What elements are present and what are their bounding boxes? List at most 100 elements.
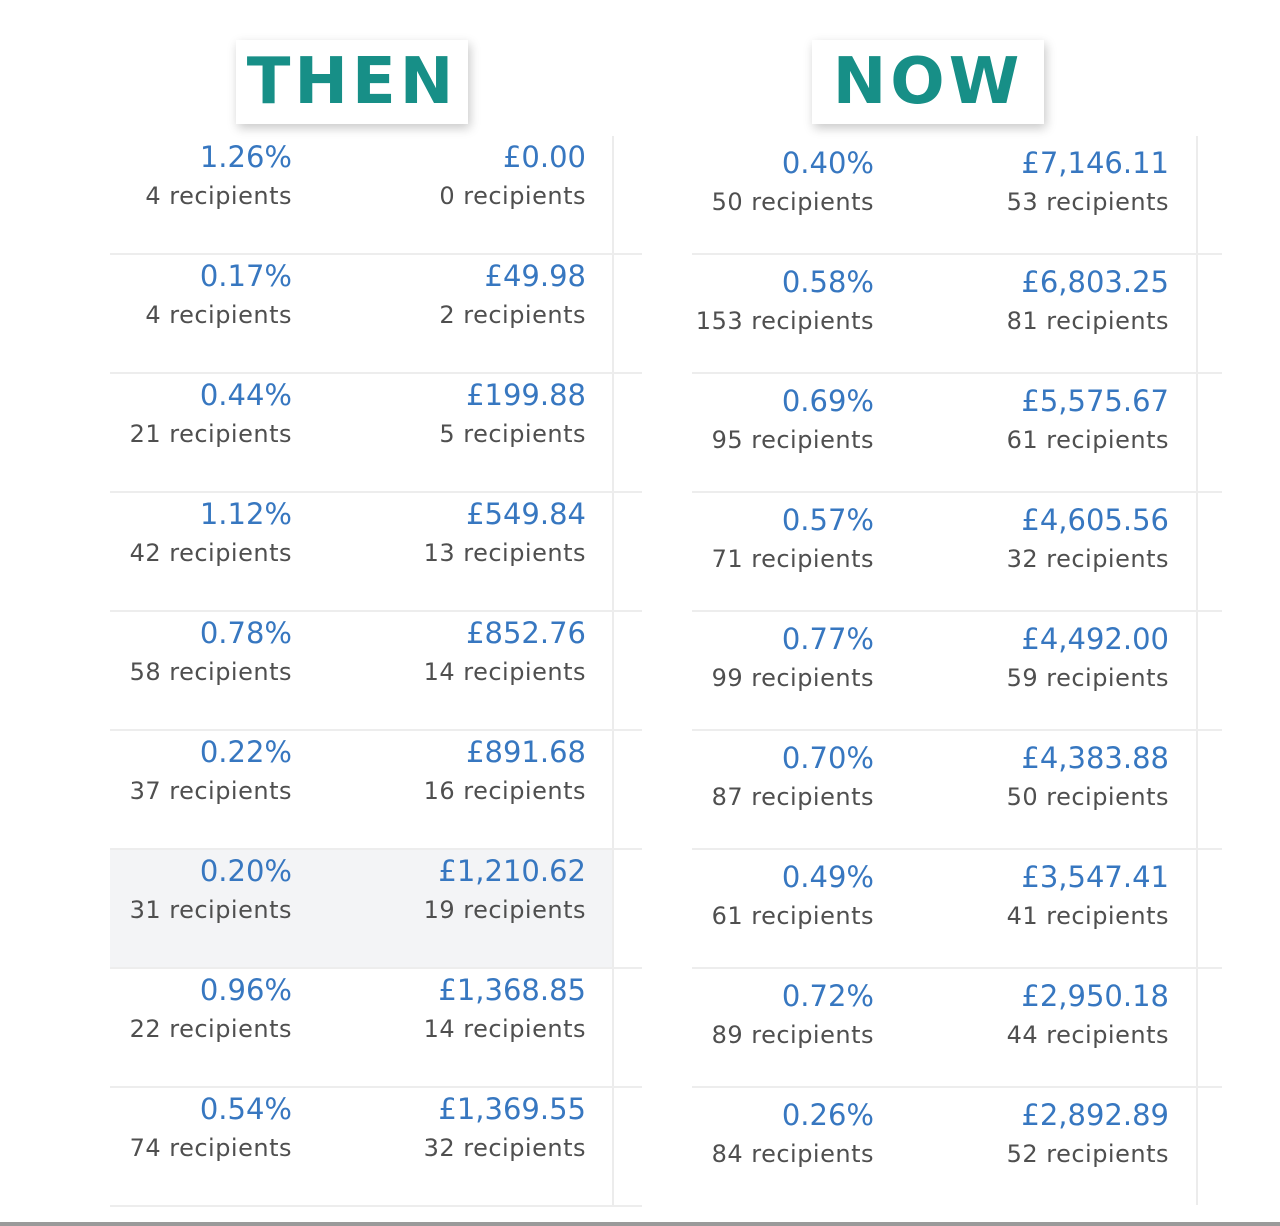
table-row[interactable]: 0.72% 89 recipients £2,950.18 44 recipients xyxy=(692,969,1222,1088)
column-divider xyxy=(612,136,614,1207)
table-row[interactable]: 0.57% 71 recipients £4,605.56 32 recipients xyxy=(692,493,1222,612)
rate-cell: 0.78% 58 recipients xyxy=(130,616,292,687)
rate-link[interactable]: 0.58% xyxy=(781,265,874,299)
rate-link[interactable]: 0.49% xyxy=(781,860,874,894)
then-label-text: THEN xyxy=(246,45,458,119)
revenue-link[interactable]: £49.98 xyxy=(484,259,586,293)
revenue-link[interactable]: £3,547.41 xyxy=(1021,860,1169,894)
rate-cell: 0.44% 21 recipients xyxy=(130,378,292,449)
rate-recipients: 89 recipients xyxy=(711,1021,874,1049)
revenue-cell: £891.68 16 recipients xyxy=(424,735,586,806)
rate-link[interactable]: 0.78% xyxy=(199,616,292,650)
rate-link[interactable]: 0.17% xyxy=(199,259,292,293)
rate-link[interactable]: 1.12% xyxy=(199,497,292,531)
revenue-link[interactable]: £1,369.55 xyxy=(438,1092,586,1126)
revenue-cell: £1,368.85 14 recipients xyxy=(424,973,586,1044)
table-row[interactable]: 1.26% 4 recipients £0.00 0 recipients xyxy=(110,136,642,255)
revenue-cell: £4,492.00 59 recipients xyxy=(1007,622,1169,693)
column-divider xyxy=(1196,136,1198,1205)
table-row[interactable]: 0.44% 21 recipients £199.88 5 recipients xyxy=(110,374,642,493)
rate-link[interactable]: 0.69% xyxy=(781,384,874,418)
revenue-cell: £4,383.88 50 recipients xyxy=(1007,741,1169,812)
revenue-recipients: 32 recipients xyxy=(1006,545,1169,573)
rate-recipients: 50 recipients xyxy=(711,188,874,216)
revenue-recipients: 19 recipients xyxy=(423,896,586,924)
rate-link[interactable]: 0.26% xyxy=(781,1098,874,1132)
rate-cell: 0.72% 89 recipients xyxy=(712,979,874,1050)
rate-link[interactable]: 0.40% xyxy=(781,146,874,180)
revenue-cell: £5,575.67 61 recipients xyxy=(1007,384,1169,455)
revenue-link[interactable]: £2,892.89 xyxy=(1021,1098,1169,1132)
revenue-link[interactable]: £4,605.56 xyxy=(1021,503,1169,537)
rate-link[interactable]: 0.96% xyxy=(199,973,292,1007)
revenue-recipients: 5 recipients xyxy=(439,420,586,448)
rate-recipients: 84 recipients xyxy=(711,1140,874,1168)
rate-link[interactable]: 1.26% xyxy=(199,140,292,174)
rate-link[interactable]: 0.20% xyxy=(199,854,292,888)
revenue-cell: £2,950.18 44 recipients xyxy=(1007,979,1169,1050)
rate-link[interactable]: 0.44% xyxy=(199,378,292,412)
rate-cell: 0.57% 71 recipients xyxy=(712,503,874,574)
revenue-link[interactable]: £0.00 xyxy=(502,140,586,174)
rate-link[interactable]: 0.54% xyxy=(199,1092,292,1126)
table-row[interactable]: 0.70% 87 recipients £4,383.88 50 recipients xyxy=(692,731,1222,850)
table-row[interactable]: 0.78% 58 recipients £852.76 14 recipients xyxy=(110,612,642,731)
revenue-recipients: 50 recipients xyxy=(1006,783,1169,811)
revenue-link[interactable]: £5,575.67 xyxy=(1021,384,1169,418)
table-row[interactable]: 0.96% 22 recipients £1,368.85 14 recipients xyxy=(110,969,642,1088)
revenue-cell: £0.00 0 recipients xyxy=(439,140,586,211)
table-row[interactable]: 0.49% 61 recipients £3,547.41 41 recipients xyxy=(692,850,1222,969)
revenue-recipients: 2 recipients xyxy=(439,301,586,329)
table-row[interactable]: 0.54% 74 recipients £1,369.55 32 recipients xyxy=(110,1088,642,1207)
rate-cell: 0.70% 87 recipients xyxy=(712,741,874,812)
rate-recipients: 153 recipients xyxy=(695,307,874,335)
now-label: NOW xyxy=(812,40,1044,124)
revenue-cell: £1,369.55 32 recipients xyxy=(424,1092,586,1163)
rate-cell: 0.49% 61 recipients xyxy=(712,860,874,931)
rate-recipients: 4 recipients xyxy=(145,301,292,329)
revenue-link[interactable]: £1,368.85 xyxy=(438,973,586,1007)
revenue-link[interactable]: £4,492.00 xyxy=(1021,622,1169,656)
revenue-link[interactable]: £549.84 xyxy=(466,497,586,531)
table-row[interactable]: 0.26% 84 recipients £2,892.89 52 recipients xyxy=(692,1088,1222,1205)
rate-link[interactable]: 0.72% xyxy=(781,979,874,1013)
rate-cell: 1.26% 4 recipients xyxy=(145,140,292,211)
revenue-recipients: 14 recipients xyxy=(423,658,586,686)
revenue-cell: £6,803.25 81 recipients xyxy=(1007,265,1169,336)
revenue-link[interactable]: £7,146.11 xyxy=(1021,146,1169,180)
table-row[interactable]: 0.20% 31 recipients £1,210.62 19 recipients xyxy=(110,850,642,969)
revenue-recipients: 16 recipients xyxy=(423,777,586,805)
revenue-cell: £549.84 13 recipients xyxy=(424,497,586,568)
rate-link[interactable]: 0.77% xyxy=(781,622,874,656)
rate-link[interactable]: 0.22% xyxy=(199,735,292,769)
table-row[interactable]: 0.58% 153 recipients £6,803.25 81 recipient… xyxy=(692,255,1222,374)
rate-cell: 0.69% 95 recipients xyxy=(712,384,874,455)
rate-link[interactable]: 0.70% xyxy=(781,741,874,775)
rate-cell: 0.26% 84 recipients xyxy=(712,1098,874,1169)
bottom-edge xyxy=(0,1222,1280,1226)
revenue-recipients: 41 recipients xyxy=(1006,902,1169,930)
rate-recipients: 87 recipients xyxy=(711,783,874,811)
table-row[interactable]: 0.22% 37 recipients £891.68 16 recipients xyxy=(110,731,642,850)
revenue-link[interactable]: £6,803.25 xyxy=(1021,265,1169,299)
table-row[interactable]: 0.77% 99 recipients £4,492.00 59 recipients xyxy=(692,612,1222,731)
table-row[interactable]: 0.69% 95 recipients £5,575.67 61 recipients xyxy=(692,374,1222,493)
revenue-cell: £49.98 2 recipients xyxy=(439,259,586,330)
table-row[interactable]: 1.12% 42 recipients £549.84 13 recipients xyxy=(110,493,642,612)
rate-cell: 0.58% 153 recipients xyxy=(696,265,874,336)
revenue-link[interactable]: £4,383.88 xyxy=(1021,741,1169,775)
revenue-link[interactable]: £891.68 xyxy=(466,735,586,769)
revenue-link[interactable]: £1,210.62 xyxy=(438,854,586,888)
rate-recipients: 4 recipients xyxy=(145,182,292,210)
revenue-link[interactable]: £852.76 xyxy=(466,616,586,650)
revenue-link[interactable]: £2,950.18 xyxy=(1021,979,1169,1013)
table-row[interactable]: 0.40% 50 recipients £7,146.11 53 recipients xyxy=(692,136,1222,255)
rate-recipients: 61 recipients xyxy=(711,902,874,930)
revenue-cell: £3,547.41 41 recipients xyxy=(1007,860,1169,931)
revenue-recipients: 0 recipients xyxy=(439,182,586,210)
revenue-link[interactable]: £199.88 xyxy=(466,378,586,412)
rate-link[interactable]: 0.57% xyxy=(781,503,874,537)
rate-cell: 0.22% 37 recipients xyxy=(130,735,292,806)
rate-recipients: 71 recipients xyxy=(711,545,874,573)
table-row[interactable]: 0.17% 4 recipients £49.98 2 recipients xyxy=(110,255,642,374)
